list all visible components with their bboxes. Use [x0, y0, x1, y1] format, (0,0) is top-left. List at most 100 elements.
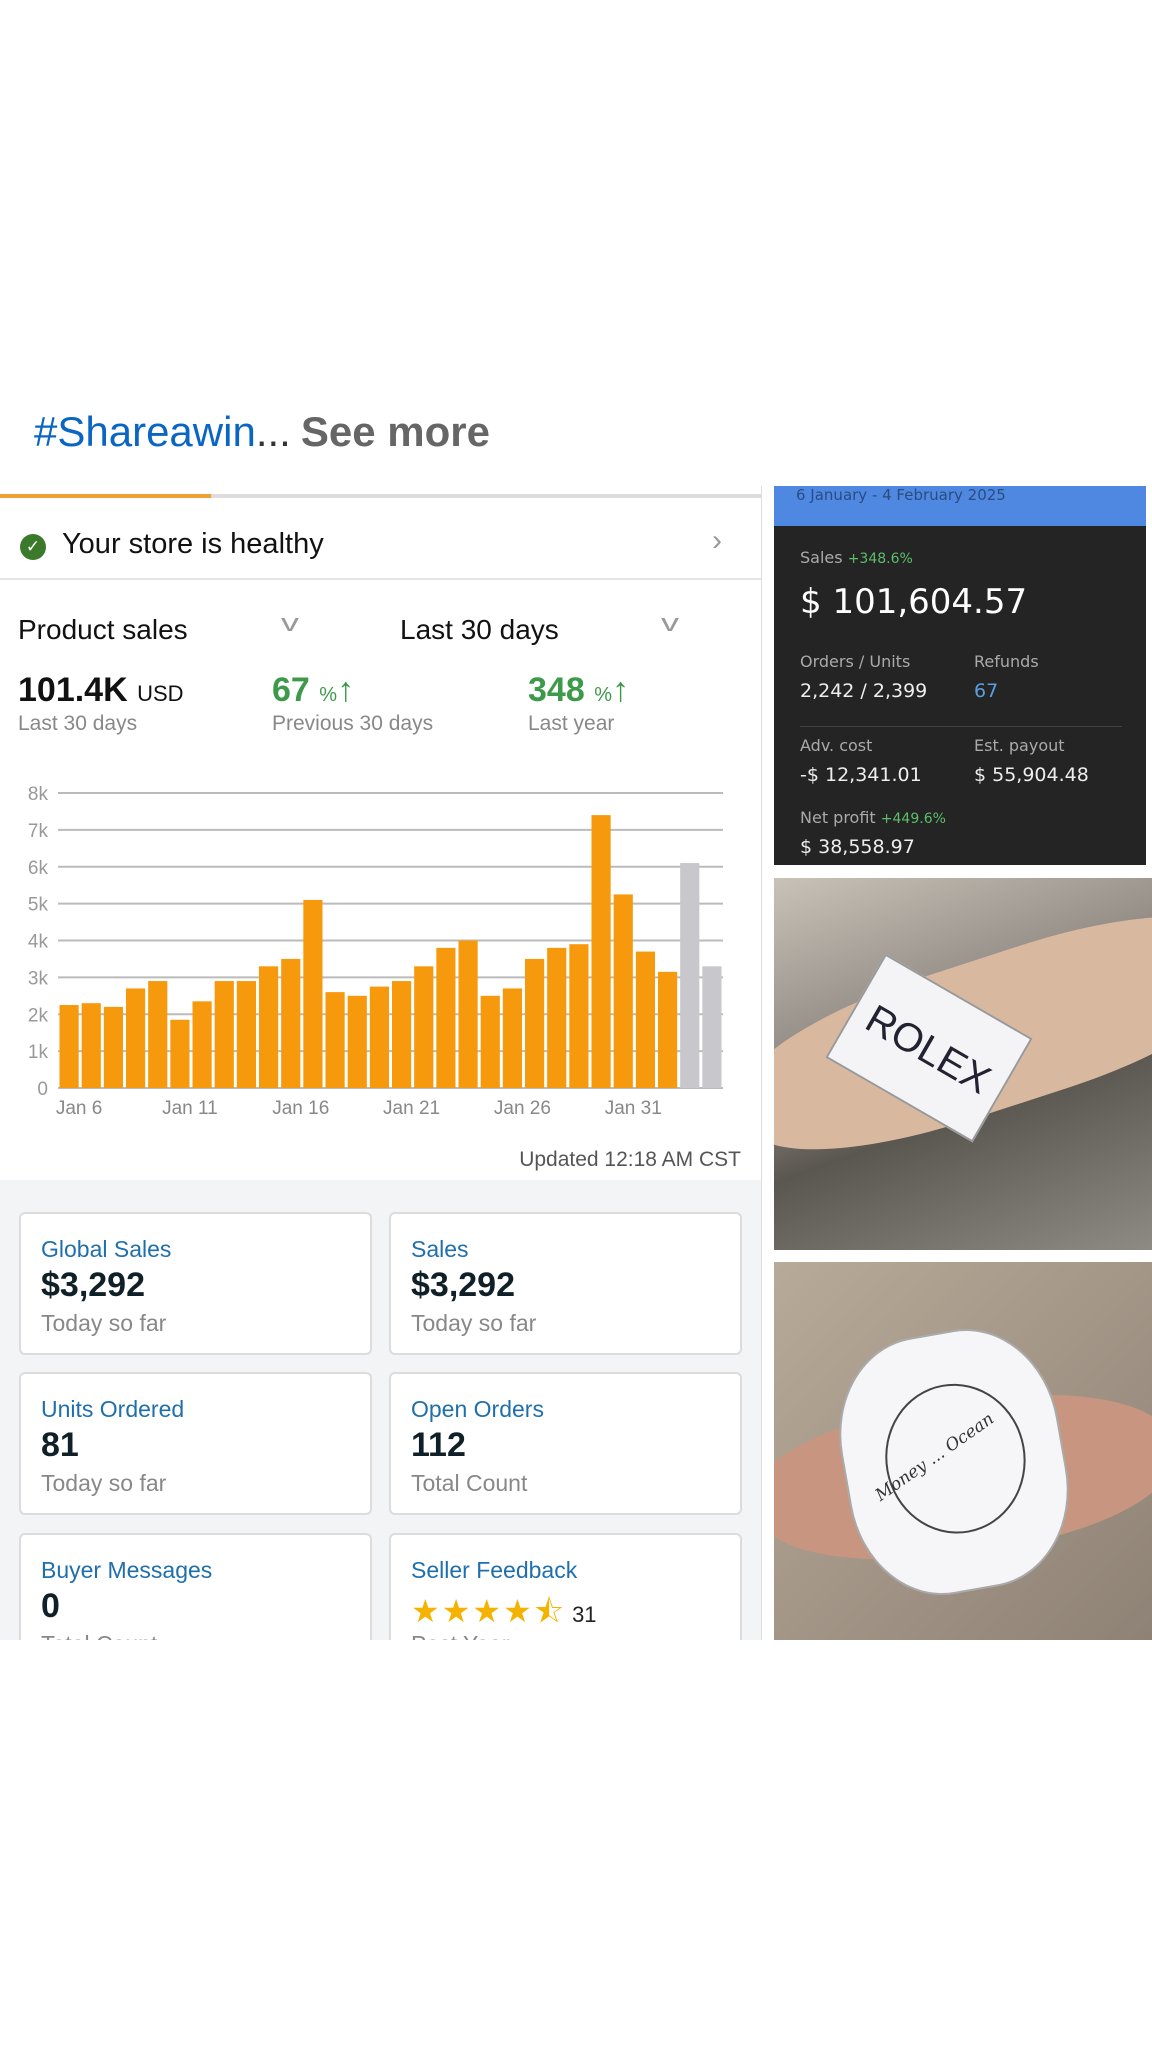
- bar: [547, 947, 567, 1088]
- x-tick-label: Jan 21: [383, 1098, 440, 1119]
- card-sub: Past Year: [411, 1631, 509, 1640]
- bar: [369, 986, 389, 1088]
- x-tick-label: Jan 11: [162, 1098, 218, 1119]
- stat-year-label: Last year: [528, 712, 615, 735]
- profit-label: Net profit: [800, 808, 876, 827]
- bar: [436, 947, 456, 1088]
- arrow-up-icon: ↑: [611, 671, 629, 709]
- sales-label: Sales: [800, 548, 843, 567]
- bar: [103, 1006, 123, 1088]
- card-sub: Total Count: [411, 1470, 528, 1496]
- progress-bar: [0, 494, 761, 498]
- chevron-right-icon: ›: [712, 524, 722, 557]
- see-more-link[interactable]: See more: [300, 408, 490, 455]
- card-title: Open Orders: [411, 1396, 544, 1422]
- sales-change: +348.6%: [847, 551, 913, 567]
- card-open-orders[interactable]: Open Orders 112 Total Count: [389, 1372, 742, 1515]
- bar: [303, 899, 323, 1088]
- orders-value: 2,242 / 2,399: [800, 680, 928, 702]
- metric-select[interactable]: Product sales: [18, 614, 188, 645]
- y-tick-label: 1k: [28, 1042, 49, 1063]
- x-tick-label: Jan 6: [56, 1098, 102, 1119]
- chevron-down-icon[interactable]: v: [281, 610, 299, 637]
- store-health-label: Your store is healthy: [62, 528, 324, 560]
- seller-dashboard-screenshot: ✓ Your store is healthy › Product sales …: [0, 486, 762, 1640]
- stat-year: 348 %↑: [528, 671, 629, 710]
- range-select[interactable]: Last 30 days: [400, 614, 559, 645]
- sales-bar-chart: 0 1k 2k 3k 4k 5k 6k 7k 8k Jan 6 Jan 11 Jan 16 Jan 21…: [28, 784, 723, 1119]
- card-units-ordered[interactable]: Units Ordered 81 Today so far: [19, 1372, 372, 1515]
- bar: [236, 981, 256, 1088]
- bar: [59, 1005, 79, 1088]
- bar: [569, 944, 589, 1088]
- card-sub: Total Count: [41, 1631, 157, 1640]
- adv-cost-label: Adv. cost: [800, 736, 873, 755]
- bar: [702, 966, 722, 1088]
- hashtag-link[interactable]: #Shareawin: [34, 408, 256, 455]
- card-sales[interactable]: Sales $3,292 Today so far: [389, 1212, 742, 1355]
- stat-unit: %: [319, 684, 338, 706]
- bar: [525, 958, 545, 1088]
- bar: [591, 815, 611, 1088]
- chevron-down-icon[interactable]: v: [661, 610, 679, 637]
- bar: [480, 995, 500, 1088]
- y-tick-label: 2k: [28, 1005, 49, 1026]
- card-value: $3,292: [41, 1266, 145, 1304]
- bar: [414, 966, 434, 1088]
- cards-area: Global Sales $3,292 Today so far Sales $3,2…: [0, 1180, 761, 1640]
- paper-watch-face: Money ... Ocean: [823, 1314, 1085, 1610]
- stat-total: 101.4K USD: [18, 671, 184, 710]
- profit-change: +449.6%: [880, 811, 946, 827]
- profit-value: $ 38,558.97: [800, 836, 915, 858]
- bar: [680, 863, 700, 1088]
- card-sub: Today so far: [41, 1310, 167, 1336]
- card-title: Seller Feedback: [411, 1557, 578, 1583]
- card-seller-feedback[interactable]: Seller Feedback★★★★⯪31Past Year: [389, 1533, 742, 1640]
- x-tick-label: Jan 26: [494, 1098, 551, 1119]
- payout-label: Est. payout: [974, 736, 1065, 755]
- y-tick-label: 5k: [28, 895, 49, 916]
- adv-cost-value: -$ 12,341.01: [800, 764, 922, 786]
- payout-value: $ 55,904.48: [974, 764, 1089, 786]
- photo-paper-watch: ROLEX: [774, 878, 1152, 1250]
- store-health-row[interactable]: ✓ Your store is healthy ›: [0, 508, 761, 580]
- y-tick-label: 6k: [28, 858, 49, 879]
- profit-label-row: Net profit +449.6%: [800, 808, 946, 827]
- y-tick-label: 3k: [28, 968, 49, 989]
- card-value: $3,292: [411, 1266, 515, 1304]
- card-value: 81: [41, 1426, 79, 1464]
- card-value: 0: [41, 1587, 60, 1625]
- y-tick-label: 7k: [28, 821, 49, 842]
- bar: [281, 958, 301, 1088]
- bar: [658, 971, 678, 1088]
- stat-prev: 67 %↑: [272, 671, 354, 710]
- y-tick-label: 0: [37, 1079, 48, 1100]
- profit-summary-card: 6 January - 4 February 2025 Sales +348.6…: [774, 486, 1146, 865]
- bar: [170, 1019, 190, 1088]
- stat-unit: %: [594, 684, 612, 706]
- bar: [192, 1001, 212, 1088]
- sales-value: $ 101,604.57: [800, 582, 1028, 622]
- bar: [81, 1003, 101, 1088]
- card-value: 112: [411, 1426, 466, 1464]
- card-title: Global Sales: [41, 1236, 172, 1262]
- stat-total-label: Last 30 days: [18, 712, 138, 735]
- stat-value: 348: [528, 671, 585, 709]
- bar: [347, 995, 367, 1088]
- bar: [613, 894, 633, 1088]
- y-tick-label: 4k: [28, 932, 49, 953]
- progress-fill: [0, 494, 211, 498]
- bar: [325, 992, 345, 1088]
- star-icon: ★★★★: [411, 1593, 534, 1629]
- bar: [126, 988, 146, 1088]
- bar: [259, 966, 279, 1088]
- y-tick-label: 8k: [28, 784, 49, 805]
- stat-unit: USD: [137, 681, 184, 706]
- card-global-sales[interactable]: Global Sales $3,292 Today so far: [19, 1212, 372, 1355]
- refunds-label: Refunds: [974, 652, 1039, 671]
- arrow-up-icon: ↑: [337, 671, 355, 709]
- x-tick-label: Jan 31: [605, 1098, 662, 1119]
- x-tick-label: Jan 16: [272, 1098, 329, 1119]
- drawn-dial: [873, 1372, 1038, 1545]
- card-buyer-messages[interactable]: Buyer Messages 0 Total Count: [19, 1533, 372, 1640]
